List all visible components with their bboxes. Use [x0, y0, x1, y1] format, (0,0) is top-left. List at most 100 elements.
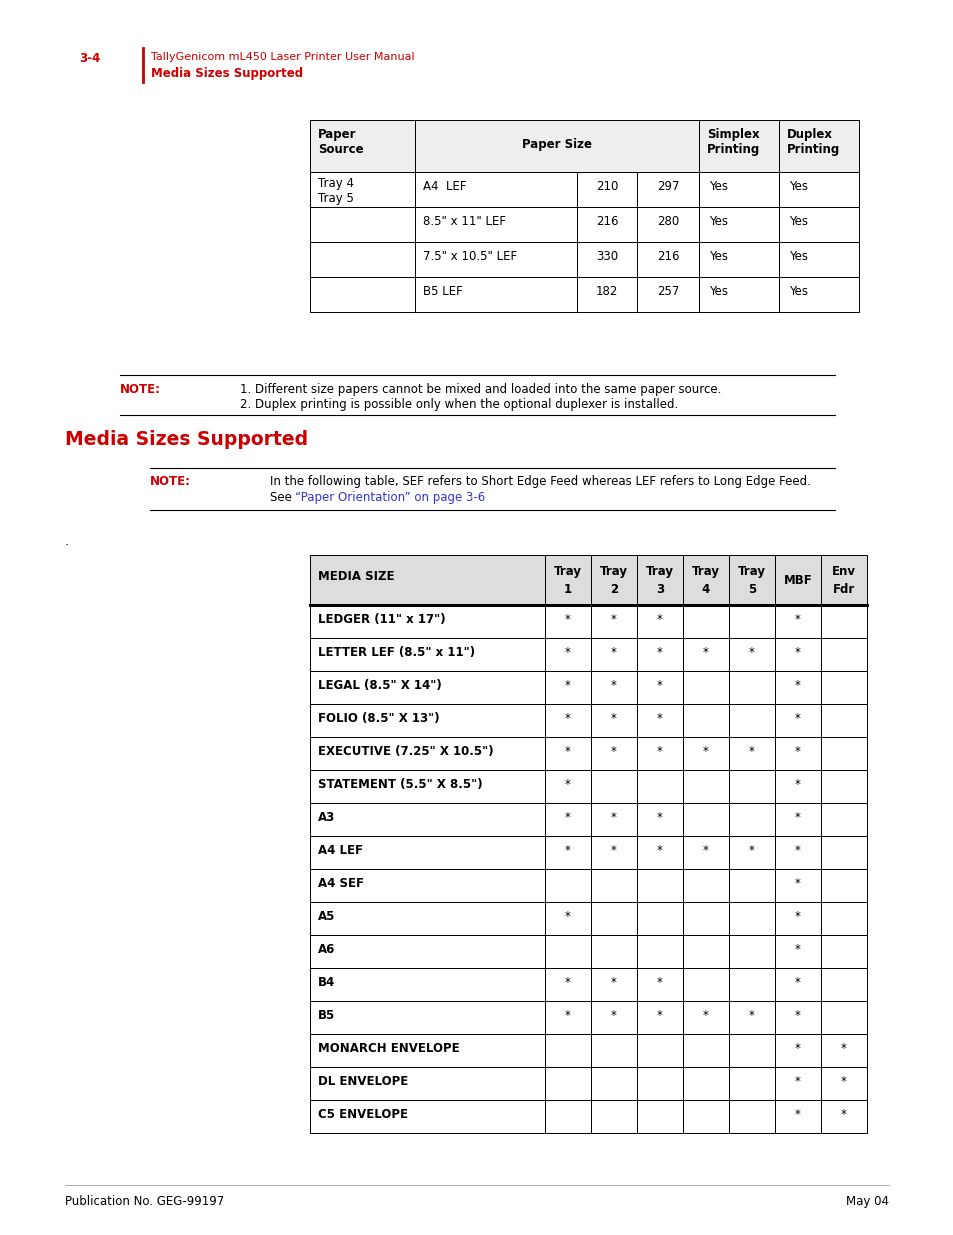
- Bar: [779, 207, 858, 242]
- Bar: [779, 242, 858, 277]
- Bar: [590, 1034, 637, 1067]
- Text: *: *: [794, 646, 801, 659]
- Bar: [821, 902, 866, 935]
- Bar: [544, 555, 590, 605]
- Text: 1: 1: [563, 583, 572, 597]
- Bar: [699, 207, 779, 242]
- Text: *: *: [748, 1009, 754, 1023]
- Text: *: *: [794, 1042, 801, 1055]
- Text: *: *: [611, 976, 617, 989]
- Bar: [310, 172, 415, 207]
- Text: LEGAL (8.5" X 14"): LEGAL (8.5" X 14"): [317, 679, 441, 692]
- Bar: [637, 1034, 682, 1067]
- Text: *: *: [657, 745, 662, 758]
- Text: *: *: [564, 646, 570, 659]
- Bar: [310, 277, 415, 312]
- Text: “Paper Orientation” on page 3-6: “Paper Orientation” on page 3-6: [294, 492, 485, 504]
- Bar: [310, 968, 544, 1002]
- Text: *: *: [841, 1074, 846, 1088]
- Bar: [682, 935, 728, 968]
- Text: Tray: Tray: [645, 564, 673, 578]
- Bar: [637, 1067, 682, 1100]
- Text: LETTER LEF (8.5" x 11"): LETTER LEF (8.5" x 11"): [317, 646, 475, 659]
- Bar: [699, 172, 779, 207]
- Bar: [821, 1034, 866, 1067]
- Bar: [682, 671, 728, 704]
- Bar: [682, 555, 728, 605]
- Bar: [590, 671, 637, 704]
- Bar: [821, 968, 866, 1002]
- Text: Yes: Yes: [788, 215, 807, 228]
- Bar: [590, 803, 637, 836]
- Bar: [637, 605, 682, 638]
- Bar: [590, 638, 637, 671]
- Bar: [699, 242, 779, 277]
- Bar: [682, 902, 728, 935]
- Bar: [544, 704, 590, 737]
- Bar: [779, 172, 858, 207]
- Text: 1. Different size papers cannot be mixed and loaded into the same paper source.: 1. Different size papers cannot be mixed…: [240, 383, 720, 396]
- Bar: [774, 1100, 821, 1132]
- Bar: [682, 605, 728, 638]
- Bar: [577, 207, 637, 242]
- Bar: [728, 803, 774, 836]
- Bar: [415, 172, 577, 207]
- Text: 216: 216: [595, 215, 618, 228]
- Bar: [728, 1100, 774, 1132]
- Text: *: *: [564, 976, 570, 989]
- Bar: [821, 1100, 866, 1132]
- Text: Yes: Yes: [708, 249, 727, 263]
- Bar: [774, 935, 821, 968]
- Text: FOLIO (8.5" X 13"): FOLIO (8.5" X 13"): [317, 713, 439, 725]
- Text: *: *: [794, 811, 801, 824]
- Bar: [415, 277, 577, 312]
- Text: *: *: [657, 679, 662, 692]
- Text: 3-4: 3-4: [79, 52, 100, 65]
- Text: *: *: [564, 778, 570, 790]
- Bar: [728, 1067, 774, 1100]
- Bar: [637, 968, 682, 1002]
- Text: Yes: Yes: [708, 285, 727, 298]
- Text: Publication No. GEG-99197: Publication No. GEG-99197: [65, 1195, 224, 1208]
- Text: Tray: Tray: [599, 564, 627, 578]
- Bar: [821, 1067, 866, 1100]
- Bar: [637, 704, 682, 737]
- Text: 297: 297: [656, 180, 679, 193]
- Text: Tray 4
Tray 5: Tray 4 Tray 5: [317, 177, 354, 205]
- Bar: [682, 638, 728, 671]
- Bar: [728, 769, 774, 803]
- Bar: [728, 902, 774, 935]
- Text: 330: 330: [596, 249, 618, 263]
- Text: A3: A3: [317, 811, 335, 824]
- Bar: [310, 638, 544, 671]
- Bar: [821, 803, 866, 836]
- Text: *: *: [794, 1074, 801, 1088]
- Bar: [637, 277, 699, 312]
- Bar: [779, 120, 858, 172]
- Bar: [310, 803, 544, 836]
- Bar: [774, 902, 821, 935]
- Bar: [310, 1067, 544, 1100]
- Bar: [728, 638, 774, 671]
- Bar: [774, 555, 821, 605]
- Bar: [590, 555, 637, 605]
- Bar: [728, 1002, 774, 1034]
- Bar: [682, 1100, 728, 1132]
- Bar: [637, 242, 699, 277]
- Bar: [821, 869, 866, 902]
- Text: *: *: [564, 910, 570, 923]
- Bar: [590, 769, 637, 803]
- Bar: [544, 671, 590, 704]
- Text: Tray: Tray: [738, 564, 765, 578]
- Text: *: *: [794, 877, 801, 890]
- Text: Fdr: Fdr: [832, 583, 854, 597]
- Text: *: *: [841, 1108, 846, 1121]
- Text: *: *: [794, 1108, 801, 1121]
- Bar: [728, 935, 774, 968]
- Bar: [637, 207, 699, 242]
- Bar: [637, 555, 682, 605]
- Bar: [590, 902, 637, 935]
- Bar: [637, 1002, 682, 1034]
- Text: *: *: [748, 844, 754, 857]
- Text: Yes: Yes: [788, 285, 807, 298]
